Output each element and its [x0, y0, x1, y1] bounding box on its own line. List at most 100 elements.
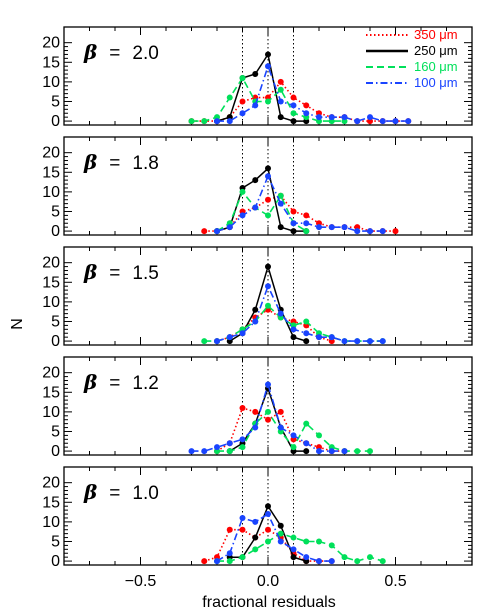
panel-beta-1.2: 0 5 10 15 20 β = 1.2: [42, 356, 473, 460]
data-point: [277, 538, 284, 545]
beta-equals: =: [109, 43, 120, 64]
beta-value: 1.5: [132, 263, 158, 284]
beta-symbol: β: [83, 260, 97, 284]
data-point: [265, 302, 271, 309]
data-point: [252, 424, 259, 431]
data-point: [277, 114, 284, 121]
y-tick-label: 5: [51, 533, 60, 550]
panel-beta-1.5: 0 5 10 15 20 β = 1.5: [42, 246, 473, 350]
data-point: [290, 228, 297, 235]
panel-beta-1.8: 0 5 10 15 20 β = 1.8: [42, 136, 473, 240]
data-point: [201, 448, 208, 455]
data-point: [328, 542, 335, 549]
data-point: [239, 444, 246, 451]
data-point: [290, 326, 297, 333]
beta-equals: =: [109, 263, 120, 284]
data-point: [303, 318, 310, 325]
data-point: [226, 224, 233, 231]
data-point: [277, 192, 284, 199]
data-point: [290, 554, 297, 561]
data-point: [252, 177, 259, 184]
data-point: [379, 338, 386, 345]
data-point: [367, 448, 373, 455]
data-point: [252, 408, 259, 415]
data-point: [316, 538, 322, 545]
data-point: [328, 114, 335, 121]
data-point: [303, 538, 310, 545]
data-point: [239, 212, 246, 219]
legend-label: 350 μm: [414, 27, 458, 42]
y-tick-label: 0: [51, 553, 60, 570]
data-point: [265, 503, 271, 510]
data-point: [214, 444, 220, 451]
data-point: [214, 338, 220, 345]
data-point: [290, 118, 297, 125]
data-point: [405, 118, 412, 125]
data-point: [354, 118, 361, 125]
data-point: [303, 110, 310, 117]
data-point: [252, 518, 259, 525]
data-point: [277, 530, 284, 537]
data-point: [252, 71, 259, 78]
data-point: [226, 94, 233, 101]
beta-label: β = 1.2: [83, 370, 159, 394]
data-point: [265, 165, 271, 172]
data-point: [252, 204, 259, 211]
data-point: [367, 554, 373, 561]
data-point: [239, 436, 246, 443]
data-point: [303, 228, 310, 235]
series-line-350: [216, 407, 345, 452]
data-point: [265, 408, 271, 415]
data-point: [214, 118, 220, 125]
beta-equals: =: [109, 373, 120, 394]
data-point: [277, 86, 284, 93]
data-point: [265, 196, 271, 203]
beta-value: 1.8: [132, 153, 158, 174]
series-line-350: [204, 528, 332, 562]
data-point: [367, 228, 373, 235]
x-tick-label: 0.5: [384, 573, 406, 590]
series-line-100: [217, 63, 409, 122]
beta-symbol: β: [83, 40, 97, 64]
data-point: [290, 534, 297, 541]
y-tick-label: 20: [42, 365, 60, 382]
y-axis-label: N: [9, 318, 26, 330]
beta-value: 2.0: [132, 43, 158, 64]
series-line-100: [216, 512, 332, 562]
y-tick-label: 15: [42, 274, 60, 291]
data-point: [316, 224, 322, 231]
x-axis-label: fractional residuals: [202, 594, 335, 611]
data-point: [328, 558, 335, 565]
data-point: [277, 78, 284, 85]
data-point: [226, 550, 233, 557]
beta-value: 1.0: [132, 483, 158, 504]
beta-label: β = 1.8: [83, 150, 159, 174]
data-point: [316, 432, 322, 439]
data-point: [277, 522, 284, 529]
data-point: [226, 526, 233, 533]
data-point: [341, 224, 348, 231]
data-point: [303, 338, 310, 345]
legend-label: 160 μm: [414, 59, 458, 74]
data-point: [290, 444, 297, 451]
y-tick-label: 5: [51, 93, 60, 110]
beta-symbol: β: [83, 480, 97, 504]
y-tick-label: 10: [42, 184, 60, 201]
data-point: [303, 554, 310, 561]
legend-label: 250 μm: [414, 43, 458, 58]
data-point: [354, 338, 361, 345]
y-tick-label: 10: [42, 74, 60, 91]
data-point: [303, 220, 310, 227]
data-point: [226, 440, 233, 447]
data-point: [328, 448, 335, 455]
data-point: [367, 114, 373, 121]
data-point: [226, 558, 233, 565]
data-point: [328, 334, 335, 341]
data-point: [277, 408, 284, 415]
data-point: [290, 432, 297, 439]
data-point: [303, 102, 310, 109]
data-point: [341, 554, 348, 561]
y-tick-label: 15: [42, 384, 60, 401]
